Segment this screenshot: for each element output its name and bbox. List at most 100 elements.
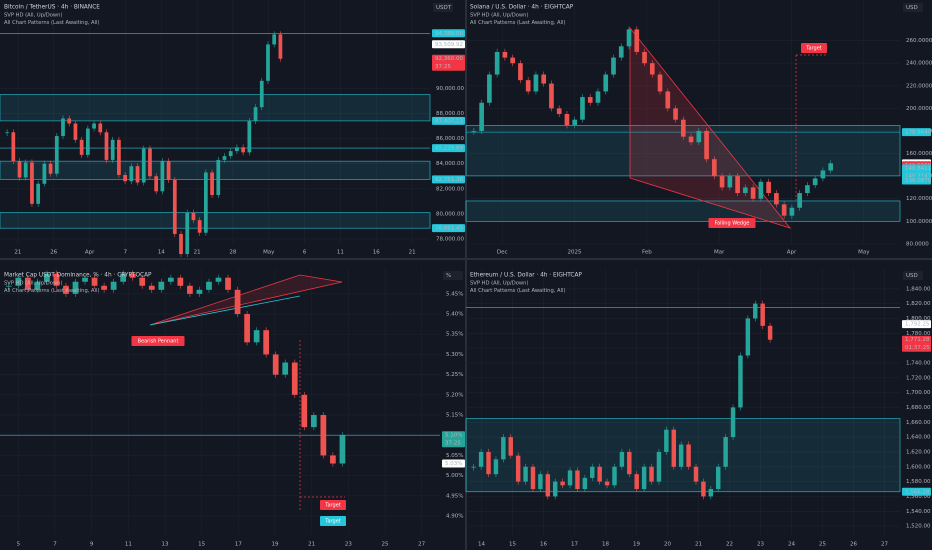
indicator: All Chart Patterns (Last Awaiting, All) (470, 288, 566, 294)
candle (479, 102, 484, 131)
candle (148, 148, 152, 177)
candle (580, 97, 585, 120)
y-tick-label: 5.00% (446, 473, 463, 479)
candle (595, 91, 601, 103)
candle (253, 330, 260, 343)
candle (129, 273, 136, 278)
candle (187, 285, 193, 294)
price-label: 5.03% (445, 461, 462, 467)
candle (789, 207, 795, 216)
candle (36, 183, 41, 204)
price-label: 85,239.89 (435, 146, 463, 152)
candle (604, 481, 610, 486)
y-tick-label: 1,780.00 (906, 331, 931, 337)
x-tick-label: May (263, 250, 275, 256)
y-tick-label: 1,740.00 (906, 360, 931, 366)
x-tick-label: 13 (162, 542, 169, 548)
candle (634, 474, 639, 490)
candle (320, 415, 327, 456)
x-tick-label: 14 (478, 542, 485, 548)
x-tick-label: 11 (125, 542, 132, 548)
candle (330, 455, 336, 464)
chart-panel: 90,000.00 88,000.00 86,000.00 84,000.00 82,0… (0, 0, 465, 258)
x-tick-label: 7 (124, 250, 128, 256)
candle (30, 162, 34, 204)
y-tick-label: 1,700.00 (906, 390, 931, 396)
candle (686, 444, 691, 467)
currency-box (443, 271, 463, 280)
candle (743, 187, 748, 194)
candle (575, 470, 580, 490)
annotation-box (131, 336, 185, 346)
indicator: All Chart Patterns (Last Awaiting, All) (4, 20, 100, 26)
candle (73, 123, 78, 140)
candle (603, 74, 609, 92)
y-tick-label: 84,000.00 (436, 161, 464, 167)
candle (278, 34, 283, 59)
x-tick-label: 15 (198, 542, 205, 548)
x-tick-label: 2025 (568, 250, 582, 256)
candle (680, 119, 686, 137)
candle (693, 466, 699, 482)
candle (85, 128, 90, 155)
candle (222, 156, 227, 160)
price-label: 82,751.36 (435, 177, 463, 183)
candle (210, 172, 214, 196)
candle (110, 281, 117, 290)
candle (671, 429, 676, 467)
price-label: 92,360.00 (435, 56, 463, 62)
price-label-box (432, 54, 465, 71)
candle (518, 63, 523, 81)
candle (597, 466, 602, 482)
candle (228, 151, 233, 157)
x-tick-label: 21 (308, 542, 315, 548)
candle (533, 74, 539, 92)
candle (572, 119, 578, 126)
zone (0, 212, 431, 229)
x-tick-label: 21 (695, 542, 702, 548)
candle (549, 83, 554, 109)
candle (158, 281, 165, 290)
chart-panel: 1,840.001,820.001,800.001,780.001,760.00… (465, 268, 931, 548)
x-tick-label: 25 (819, 542, 826, 548)
price-label-box (902, 176, 931, 185)
y-tick-label: 260.0000 (906, 38, 932, 44)
candle (501, 437, 506, 460)
y-tick-label: 5.20% (446, 392, 463, 398)
price-label: 5.10% (445, 433, 462, 439)
y-tick-label: 5.15% (446, 413, 463, 419)
x-tick-label: 23 (345, 542, 352, 548)
candle (167, 277, 174, 282)
price-label: 1,566.28 (905, 489, 930, 495)
candle (735, 176, 740, 194)
x-tick-label: 21 (409, 250, 416, 256)
candle (166, 161, 171, 180)
candle (185, 212, 190, 255)
candle (123, 174, 127, 182)
y-tick-label: 1,820.00 (906, 301, 931, 307)
candle (552, 481, 558, 497)
price-label-box (432, 40, 465, 49)
candle (618, 46, 624, 58)
chart-panel: 5.45% 5.40% 5.35% 5.30% 5.25% 5.20% 5.15% 5.10%… (0, 268, 465, 548)
countdown: 37:25 (435, 64, 451, 70)
falling-wedge (629, 26, 792, 229)
y-tick-label: 1,580.00 (906, 479, 931, 485)
candle (567, 470, 573, 486)
y-tick-label: 100.0000 (906, 219, 932, 225)
candle (263, 330, 270, 355)
y-tick-label: 5.30% (446, 352, 463, 358)
candle (612, 466, 617, 486)
candle (5, 285, 12, 287)
price-label: 78,861.45 (435, 226, 463, 232)
price-label: 1,792.25 (905, 322, 930, 328)
y-tick-label: 1,800.00 (906, 316, 931, 322)
x-tick-label: May (858, 250, 870, 256)
candle (828, 163, 834, 171)
x-tick-label: Feb (642, 250, 652, 256)
indicator: SVP HD (All, Up/Down) (4, 281, 62, 287)
candle (110, 139, 115, 160)
price-label-box (442, 459, 465, 468)
y-tick-label: 1,720.00 (906, 375, 931, 381)
